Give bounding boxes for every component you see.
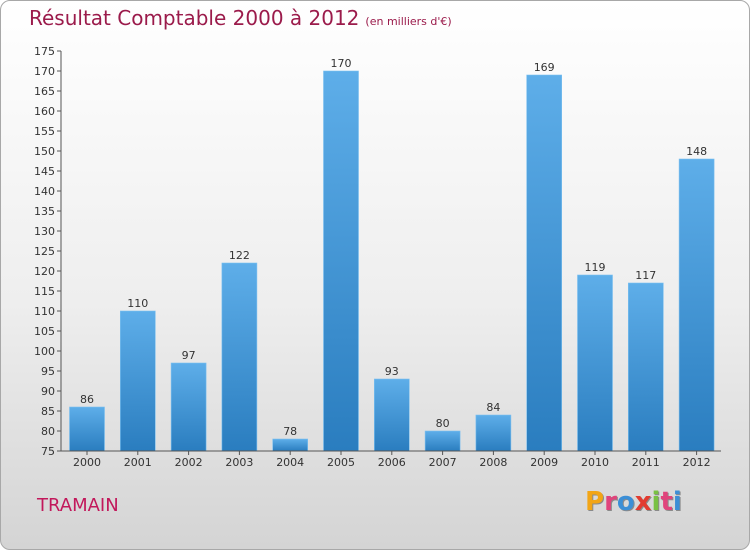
data-label-2006: 93 <box>385 365 399 378</box>
y-tick-label: 175 <box>34 45 55 58</box>
y-tick-label: 170 <box>34 65 55 78</box>
bar-2010 <box>577 274 613 452</box>
x-axis: 2000 2001 2002 2003 2004 2005 2006 2007 2008 2009… <box>61 450 721 469</box>
bar-2011 <box>627 282 664 452</box>
title-text: Résultat Comptable 2000 à 2012 <box>29 6 360 30</box>
data-label-2007: 80 <box>436 417 450 430</box>
x-tick-label-2009: 2009 <box>530 456 558 469</box>
bars-group: 86 110 97 122 78 170 93 80 84 169 119 117 148 <box>69 57 715 452</box>
x-tick-label-2008: 2008 <box>479 456 507 469</box>
commune-name: TRAMAIN <box>37 495 119 516</box>
logo-letter: o <box>616 487 635 517</box>
y-tick-label: 150 <box>34 145 55 158</box>
data-label-2009: 169 <box>534 61 555 74</box>
bar-2004 <box>272 438 309 452</box>
x-tick-label-2010: 2010 <box>581 456 609 469</box>
data-label-2005: 170 <box>331 57 352 70</box>
data-label-2004: 78 <box>283 425 297 438</box>
y-tick-label: 100 <box>34 345 55 358</box>
y-tick-label: 130 <box>34 225 55 238</box>
logo-letter: x <box>634 487 652 517</box>
bar-2003 <box>221 262 258 452</box>
bar-2000 <box>69 406 105 452</box>
logo-letter: t <box>660 487 673 517</box>
y-tick-label: 155 <box>34 125 55 138</box>
data-label-2000: 86 <box>80 393 94 406</box>
bar-2007 <box>424 430 461 452</box>
data-label-2011: 117 <box>635 269 656 282</box>
data-label-2008: 84 <box>486 401 500 414</box>
bar-2006 <box>373 378 410 452</box>
data-label-2001: 110 <box>127 297 148 310</box>
logo-letter: r <box>604 487 617 517</box>
logo-letter: i <box>651 487 661 517</box>
y-tick-label: 140 <box>34 185 55 198</box>
x-tick-label-2004: 2004 <box>276 456 304 469</box>
bar-2008 <box>475 414 512 452</box>
bar-2001 <box>120 310 156 452</box>
y-tick-label: 95 <box>41 365 55 378</box>
data-label-2012: 148 <box>686 145 707 158</box>
x-tick-label-2005: 2005 <box>327 456 355 469</box>
bar-2005 <box>323 70 359 452</box>
y-axis: 75 80 85 90 95 100 105 110 115 120 125 130 135 140 145… <box>34 45 62 458</box>
y-tick-label: 110 <box>34 305 55 318</box>
y-tick-label: 90 <box>41 385 55 398</box>
data-label-2003: 122 <box>229 249 250 262</box>
x-tick-label-2006: 2006 <box>378 456 406 469</box>
y-tick-label: 85 <box>41 405 55 418</box>
y-tick-label: 105 <box>34 325 55 338</box>
y-tick-label: 120 <box>34 265 55 278</box>
proxiti-logo: Proxiti <box>585 487 682 517</box>
logo-letter: i <box>672 487 682 517</box>
y-tick-label: 135 <box>34 205 55 218</box>
y-tick-label: 75 <box>41 445 55 458</box>
y-tick-label: 80 <box>41 425 55 438</box>
x-tick-label-2012: 2012 <box>683 456 711 469</box>
y-tick-label: 115 <box>34 285 55 298</box>
logo-letter: P <box>585 487 605 517</box>
bar-2002 <box>170 362 207 452</box>
y-tick-label: 165 <box>34 85 55 98</box>
bar-2012 <box>678 158 715 452</box>
x-tick-label-2002: 2002 <box>175 456 203 469</box>
x-tick-label-2003: 2003 <box>225 456 253 469</box>
y-tick-label: 125 <box>34 245 55 258</box>
x-tick-label-2000: 2000 <box>73 456 101 469</box>
data-label-2010: 119 <box>585 261 606 274</box>
y-tick-label: 160 <box>34 105 55 118</box>
bar-2009 <box>526 74 563 452</box>
y-tick-label: 145 <box>34 165 55 178</box>
data-label-2002: 97 <box>182 349 196 362</box>
x-tick-label-2011: 2011 <box>632 456 660 469</box>
x-tick-label-2001: 2001 <box>124 456 152 469</box>
x-tick-label-2007: 2007 <box>429 456 457 469</box>
chart-title: Résultat Comptable 2000 à 2012 (en millie… <box>29 6 452 30</box>
chart-subtitle: (en milliers d'€) <box>365 15 452 28</box>
